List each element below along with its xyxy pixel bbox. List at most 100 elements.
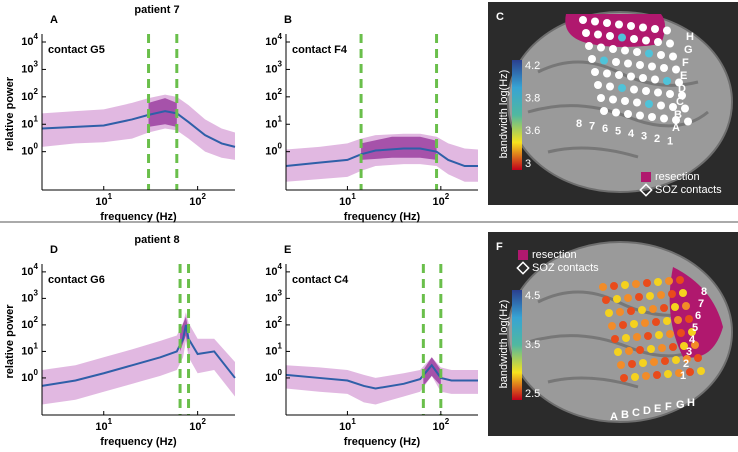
- electrode-label: 3: [686, 346, 692, 358]
- tick-exponent: 2: [278, 315, 283, 324]
- electrode: [579, 16, 587, 24]
- electrode-label: 3: [641, 130, 647, 142]
- x-axis-label: frequency (Hz): [100, 436, 177, 448]
- tick-base: 10: [265, 266, 277, 278]
- electrode: [654, 88, 662, 97]
- electrode-label: 2: [683, 358, 689, 370]
- tick-exponent: 0: [34, 368, 39, 377]
- annotation: contact C4: [292, 274, 349, 286]
- electrode: [648, 62, 656, 71]
- electrode: [664, 370, 672, 378]
- tick-base: 10: [21, 91, 33, 103]
- tick-exponent: 2: [202, 417, 207, 426]
- y-axis-label: relative power: [4, 304, 16, 379]
- x-axis-label: frequency (Hz): [100, 211, 177, 223]
- tick-exponent: 0: [278, 368, 283, 377]
- electrode: [606, 32, 614, 40]
- electrode: [632, 280, 640, 288]
- electrode-label: C: [632, 407, 640, 419]
- electrode-label: 6: [602, 123, 608, 135]
- electrode: [612, 108, 620, 117]
- tick-base: 10: [21, 345, 33, 357]
- electrode: [676, 276, 684, 284]
- tick-label: 104: [21, 32, 38, 48]
- tick-base: 10: [21, 292, 33, 304]
- mean-line: [285, 363, 478, 390]
- electrode: [594, 81, 602, 89]
- electrode: [686, 368, 694, 376]
- electrode: [672, 65, 680, 74]
- electrode-label: A: [672, 122, 680, 134]
- annotation: contact G5: [48, 44, 105, 56]
- tick-label: 102: [265, 87, 282, 103]
- panel-label: D: [50, 244, 58, 256]
- band: [42, 94, 235, 160]
- electrode-label: G: [676, 399, 685, 411]
- tick-base: 10: [21, 319, 33, 331]
- electrode: [677, 329, 685, 337]
- peak-band: [423, 357, 441, 386]
- panel-title: patient 7: [134, 4, 179, 16]
- electrode: [691, 341, 699, 349]
- tick-exponent: 0: [278, 142, 283, 151]
- electrode: [672, 116, 680, 124]
- legend-label: SOZ contacts: [655, 184, 722, 196]
- tick-base: 10: [265, 91, 277, 103]
- electrode: [666, 39, 674, 48]
- tick-label: 102: [189, 192, 206, 208]
- electrode: [639, 359, 647, 367]
- electrode: [657, 291, 665, 299]
- electrode: [675, 78, 683, 87]
- electrode-label: C: [676, 96, 684, 108]
- colorbar-label: bandwidth log(Hz): [498, 300, 510, 389]
- tick-exponent: 1: [108, 192, 113, 201]
- electrode-label: 8: [701, 286, 707, 298]
- tick-exponent: 2: [445, 417, 450, 426]
- electrode: [597, 43, 605, 52]
- electrode-label: 2: [654, 133, 660, 145]
- tick-label: 103: [21, 288, 38, 304]
- electrode: [641, 319, 649, 327]
- tick-exponent: 4: [278, 32, 283, 41]
- electrode: [685, 315, 693, 323]
- electrode-label: F: [665, 401, 672, 413]
- colorbar-tick: 3.6: [525, 125, 540, 137]
- electrode: [638, 306, 646, 314]
- tick-exponent: 1: [34, 114, 39, 123]
- tick-label: 101: [21, 342, 38, 358]
- tick-label: 103: [21, 60, 38, 76]
- electrode-label: A: [610, 411, 618, 423]
- electrode: [633, 333, 641, 341]
- electrode: [658, 344, 666, 352]
- electrode: [621, 46, 629, 55]
- electrode-label: 1: [667, 135, 673, 147]
- electrode-label: 6: [695, 310, 701, 322]
- tick-label: 102: [432, 417, 449, 433]
- electrode: [694, 354, 702, 362]
- tick-label: 101: [339, 192, 356, 208]
- colorbar: [512, 60, 522, 170]
- electrode: [633, 48, 641, 56]
- electrode: [636, 111, 644, 120]
- electrode: [597, 94, 605, 102]
- electrode: [617, 361, 625, 369]
- electrode: [619, 321, 627, 329]
- tick-base: 10: [21, 372, 33, 384]
- tick-base: 10: [265, 345, 277, 357]
- electrode: [688, 328, 696, 336]
- tick-label: 102: [21, 315, 38, 331]
- electrode: [642, 87, 650, 95]
- colorbar-tick: 3: [525, 158, 531, 170]
- electrode: [609, 45, 617, 53]
- tick-label: 102: [265, 315, 282, 331]
- electrode: [618, 84, 626, 92]
- electrode-label: 7: [698, 298, 704, 310]
- panel-label: B: [284, 14, 292, 26]
- electrode-label: E: [654, 403, 661, 415]
- electrode: [665, 277, 673, 285]
- electrode: [609, 95, 617, 104]
- tick-label: 101: [95, 417, 112, 433]
- colorbar-label: bandwidth log(Hz): [498, 70, 510, 159]
- electrode: [628, 360, 636, 368]
